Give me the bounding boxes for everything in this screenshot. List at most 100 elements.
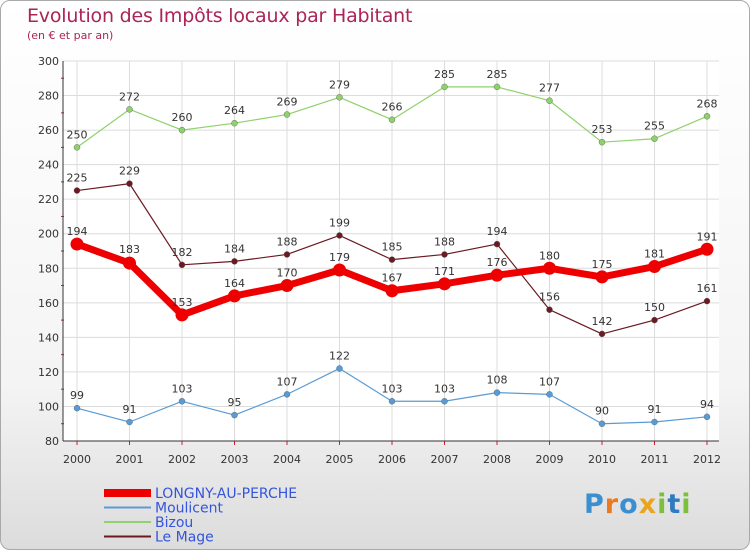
y-tick-label-140: 140 (38, 331, 59, 344)
legend-label-bizou: Bizou (155, 515, 193, 531)
plot-area (63, 61, 719, 441)
data-point-moulicent-2009 (546, 391, 553, 398)
data-label-moulicent-2000: 99 (70, 389, 84, 402)
data-label-moulicent-2004: 107 (277, 375, 298, 388)
data-point-le-mage-2000 (73, 187, 81, 194)
data-point-le-mage-2010 (598, 330, 606, 338)
logo-letter: i (681, 489, 692, 520)
data-point-moulicent-2002 (178, 398, 186, 405)
logo-letter: o (619, 489, 639, 520)
data-label-bizou-2002: 260 (172, 111, 193, 124)
logo-letter: r (604, 489, 620, 520)
data-point-le-mage-2003 (231, 258, 238, 265)
data-label-bizou-2004: 269 (277, 96, 298, 109)
x-tick-label-2005: 2005 (326, 453, 354, 466)
data-point-le-mage-2007 (441, 251, 448, 258)
data-point-moulicent-2012 (703, 413, 711, 421)
data-label-bizou-2001: 272 (119, 90, 140, 103)
y-tick-label-280: 280 (38, 90, 59, 103)
y-tick-label-240: 240 (38, 159, 59, 172)
data-label-longny-au-perche-2007: 171 (434, 265, 455, 278)
data-point-moulicent-2001 (126, 418, 133, 426)
data-point-bizou-2004 (283, 111, 291, 118)
data-label-bizou-2010: 253 (592, 123, 613, 136)
data-label-le-mage-2000: 225 (67, 172, 88, 185)
data-label-moulicent-2005: 122 (329, 349, 350, 362)
data-point-bizou-2009 (546, 97, 553, 104)
chart-title: Evolution des Impôts locaux par Habitant (27, 5, 413, 27)
data-label-bizou-2009: 277 (539, 82, 560, 95)
data-label-moulicent-2010: 90 (595, 405, 609, 418)
data-point-longny-au-perche-2002 (175, 308, 189, 322)
data-label-moulicent-2012: 94 (700, 398, 714, 411)
y-tick-label-260: 260 (38, 124, 59, 137)
data-label-moulicent-2007: 103 (434, 382, 455, 395)
data-label-le-mage-2002: 182 (172, 246, 193, 259)
data-point-le-mage-2006 (388, 256, 396, 263)
data-label-le-mage-2008: 194 (487, 225, 508, 238)
logo-letter: t (667, 489, 682, 520)
data-label-longny-au-perche-2004: 170 (277, 267, 298, 280)
logo-letter: P (584, 489, 605, 520)
data-point-le-mage-2012 (703, 297, 711, 305)
y-tick-label-100: 100 (38, 400, 59, 413)
y-tick-label-120: 120 (38, 366, 59, 379)
data-label-bizou-2005: 279 (329, 78, 350, 91)
data-point-longny-au-perche-2004 (280, 279, 294, 293)
data-point-moulicent-2006 (388, 398, 396, 405)
x-tick-label-2012: 2012 (693, 453, 721, 466)
data-label-longny-au-perche-2012: 191 (697, 230, 718, 243)
data-label-moulicent-2008: 108 (487, 374, 508, 387)
legend-label-le-mage: Le Mage (155, 530, 214, 546)
data-label-le-mage-2009: 156 (539, 291, 560, 304)
x-tick-label-2007: 2007 (431, 453, 459, 466)
proxiti-logo: Proxiti (584, 489, 692, 520)
data-point-moulicent-2004 (283, 391, 291, 398)
data-point-bizou-2011 (651, 135, 658, 142)
data-point-le-mage-2001 (126, 180, 133, 187)
data-point-longny-au-perche-2001 (123, 256, 136, 270)
data-point-moulicent-2010 (598, 420, 606, 427)
data-label-bizou-2008: 285 (487, 68, 508, 81)
data-label-le-mage-2004: 188 (277, 235, 298, 248)
data-label-longny-au-perche-2003: 164 (224, 277, 245, 290)
data-label-le-mage-2003: 184 (224, 242, 245, 255)
data-label-le-mage-2001: 229 (119, 165, 140, 178)
data-point-moulicent-2011 (651, 418, 658, 426)
legend-label-moulicent: Moulicent (155, 501, 223, 517)
data-point-longny-au-perche-2011 (648, 260, 661, 274)
data-label-longny-au-perche-2000: 194 (67, 225, 88, 238)
data-point-moulicent-2007 (441, 398, 448, 405)
data-label-le-mage-2010: 142 (592, 315, 613, 328)
data-point-le-mage-2011 (651, 316, 658, 324)
data-label-longny-au-perche-2008: 176 (487, 256, 508, 269)
logo-letter: i (657, 489, 668, 520)
data-point-bizou-2010 (598, 138, 606, 146)
x-tick-label-2003: 2003 (221, 453, 249, 466)
y-tick-label-200: 200 (38, 228, 59, 241)
data-point-bizou-2012 (703, 113, 711, 120)
data-point-longny-au-perche-2010 (595, 270, 609, 284)
data-point-bizou-2000 (73, 144, 81, 151)
data-point-bizou-2008 (493, 83, 501, 91)
data-label-longny-au-perche-2006: 167 (382, 272, 403, 285)
data-point-le-mage-2009 (546, 306, 553, 313)
y-tick-label-220: 220 (38, 193, 59, 206)
data-point-moulicent-2005 (336, 365, 343, 372)
data-label-bizou-2007: 285 (434, 68, 455, 81)
data-point-le-mage-2005 (336, 232, 343, 239)
data-label-moulicent-2006: 103 (382, 382, 403, 395)
x-tick-label-2006: 2006 (378, 453, 406, 466)
data-label-le-mage-2006: 185 (382, 241, 403, 254)
data-label-bizou-2011: 255 (644, 120, 665, 133)
data-point-le-mage-2008 (493, 240, 501, 248)
data-label-moulicent-2003: 95 (228, 396, 242, 409)
data-point-longny-au-perche-2006 (385, 284, 399, 298)
x-tick-label-2002: 2002 (168, 453, 196, 466)
data-label-longny-au-perche-2001: 183 (119, 243, 140, 256)
data-point-longny-au-perche-2003 (228, 289, 241, 303)
data-label-le-mage-2011: 150 (644, 301, 665, 314)
data-label-moulicent-2002: 103 (172, 382, 193, 395)
